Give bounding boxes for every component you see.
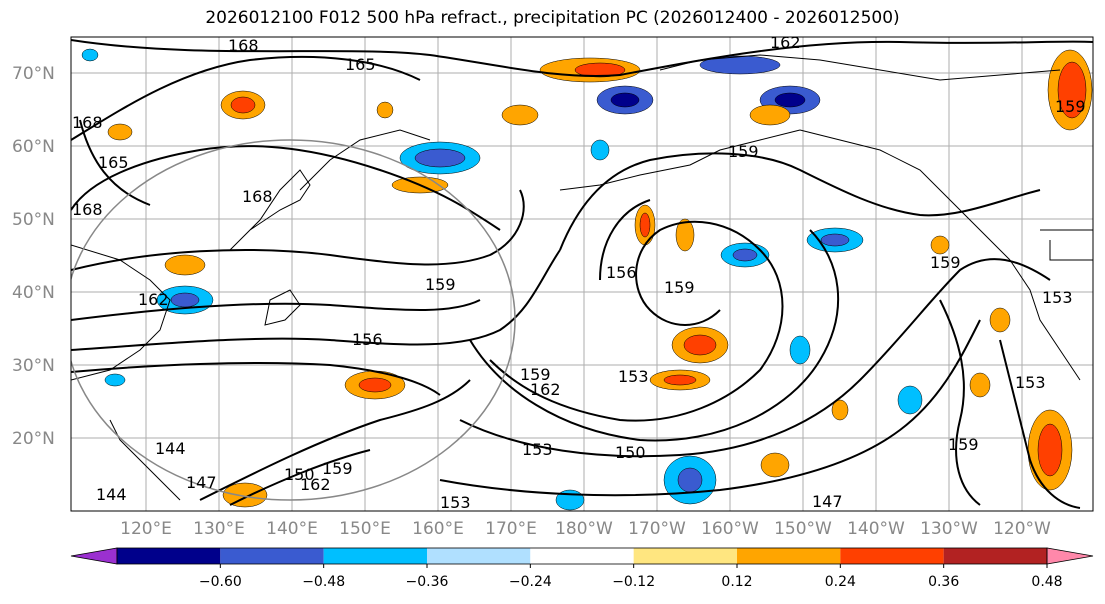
contour-label: 162 (300, 475, 331, 494)
lon-label: 170°E (485, 519, 537, 539)
contour-label: 153 (1015, 373, 1046, 392)
lon-label: 140°W (847, 519, 905, 539)
contour-label: 159 (1055, 97, 1086, 116)
lon-label: 140°E (266, 519, 318, 539)
colorbar-arrow-high (1046, 547, 1094, 565)
colorbar-tick-label: 0.36 (928, 574, 959, 590)
contour-label: 165 (345, 55, 376, 74)
colorbar-tick-label: −0.60 (199, 574, 242, 590)
contour-label: 147 (186, 473, 217, 492)
contour-label: 159 (322, 459, 353, 478)
lon-label: 160°W (701, 519, 759, 539)
lon-label: 120°E (120, 519, 172, 539)
lon-label: 120°W (993, 519, 1051, 539)
contour-label: 147 (812, 492, 843, 511)
contour-label: 165 (98, 153, 129, 172)
colorbar-tick-label: 0.24 (825, 574, 856, 590)
colorbar-segment (323, 548, 427, 564)
contour-label-group: 168 165 162 168 165 168 168 162 159 156 … (72, 33, 1086, 512)
lon-label: 170°W (628, 519, 686, 539)
colorbar-tick-label: −0.48 (302, 574, 345, 590)
contour-label: 159 (728, 142, 759, 161)
colorbar: −0.60 −0.48 −0.36 −0.24 −0.12 0.12 0.24 0.36 0.4… (70, 547, 1094, 590)
contour-label: 159 (664, 278, 695, 297)
refractivity-contours (71, 39, 1093, 509)
colorbar-segment (530, 548, 634, 564)
colorbar-segment (117, 548, 221, 564)
colorbar-tick-label: −0.24 (509, 574, 552, 590)
contour-label: 144 (96, 485, 127, 504)
lon-label: 150°E (339, 519, 391, 539)
contour-label: 153 (618, 367, 649, 386)
colorbar-segment (633, 548, 737, 564)
contour-label: 168 (242, 187, 273, 206)
contour-label: 144 (155, 439, 186, 458)
latitude-labels: 70°N 60°N 50°N 40°N 30°N 20°N (12, 64, 55, 449)
contour-label: 159 (520, 365, 551, 384)
lat-label-40n: 40°N (12, 283, 55, 303)
plot-frame (70, 36, 1094, 512)
colorbar-tick-label: 0.12 (721, 574, 752, 590)
lon-label: 130°W (920, 519, 978, 539)
lat-label-50n: 50°N (12, 210, 55, 230)
lon-label: 160°E (412, 519, 464, 539)
contour-label: 168 (228, 36, 259, 55)
lon-label: 150°W (774, 519, 832, 539)
contour-label: 156 (352, 330, 383, 349)
longitude-labels: 120°E 130°E 140°E 150°E 160°E 170°E 180°… (120, 519, 1051, 539)
contour-label: 153 (522, 440, 553, 459)
colorbar-segment (427, 548, 531, 564)
colorbar-tick-label: −0.12 (612, 574, 655, 590)
contour-label: 159 (930, 253, 961, 272)
contour-label: 162 (530, 380, 561, 399)
colorbar-arrow-low (70, 547, 118, 565)
contour-label: 156 (606, 263, 637, 282)
lon-label: 130°E (193, 519, 245, 539)
contour-label: 162 (770, 33, 801, 52)
contour-label: 153 (1042, 288, 1073, 307)
colorbar-tick-label: 0.48 (1031, 574, 1062, 590)
contour-label: 150 (284, 465, 315, 484)
contour-label: 150 (615, 443, 646, 462)
contour-label: 168 (72, 200, 103, 219)
lon-label: 180°W (555, 519, 613, 539)
colorbar-segment (943, 548, 1047, 564)
contour-label: 159 (948, 435, 979, 454)
lat-label-20n: 20°N (12, 429, 55, 449)
colorbar-segment (840, 548, 944, 564)
contour-label: 153 (440, 493, 471, 512)
contour-label: 159 (425, 275, 456, 294)
lat-label-30n: 30°N (12, 356, 55, 376)
colorbar-outline (116, 547, 1048, 565)
colorbar-tick-label: −0.36 (406, 574, 449, 590)
projection-limb (71, 139, 516, 501)
map-title: 2026012100 F012 500 hPa refract., precip… (205, 8, 900, 28)
colorbar-segment (220, 548, 324, 564)
lat-label-60n: 60°N (12, 137, 55, 157)
contour-label: 168 (72, 113, 103, 132)
lat-label-70n: 70°N (12, 64, 55, 84)
colorbar-segment (737, 548, 841, 564)
contour-label: 162 (138, 290, 169, 309)
